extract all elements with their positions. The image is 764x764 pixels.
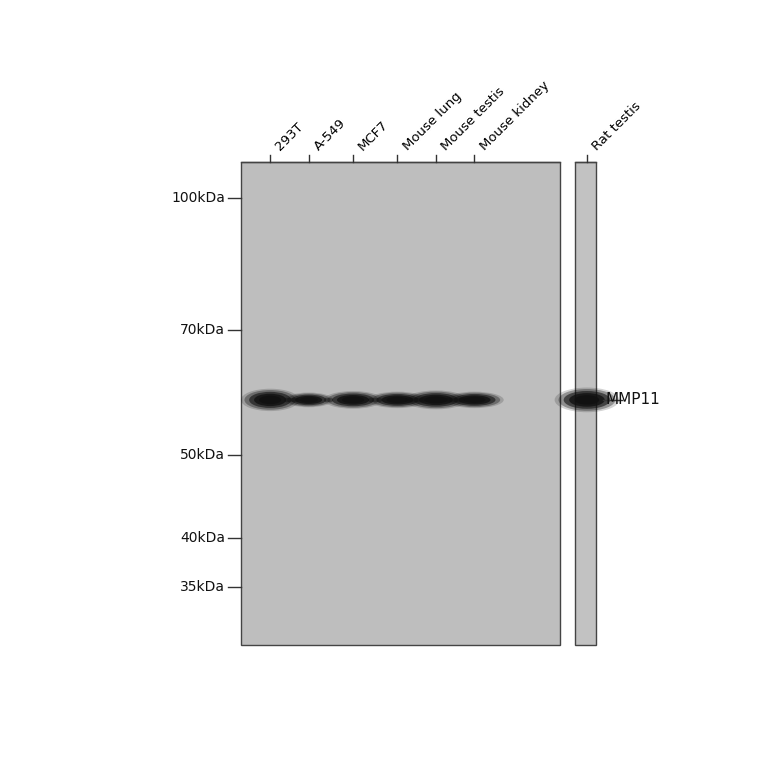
Ellipse shape <box>575 395 599 405</box>
Ellipse shape <box>381 396 413 404</box>
Ellipse shape <box>299 397 318 403</box>
Ellipse shape <box>327 392 379 408</box>
Ellipse shape <box>284 393 333 407</box>
Ellipse shape <box>337 395 369 405</box>
Text: 100kDa: 100kDa <box>171 191 225 205</box>
Ellipse shape <box>342 397 364 403</box>
Text: 40kDa: 40kDa <box>180 531 225 545</box>
Ellipse shape <box>419 395 453 405</box>
Ellipse shape <box>458 396 490 404</box>
Ellipse shape <box>377 394 419 406</box>
Ellipse shape <box>291 395 326 405</box>
Text: Rat testis: Rat testis <box>590 100 643 154</box>
Ellipse shape <box>249 392 291 408</box>
Ellipse shape <box>387 397 409 403</box>
Text: Mouse lung: Mouse lung <box>400 90 464 154</box>
Ellipse shape <box>295 396 322 404</box>
Ellipse shape <box>424 397 448 403</box>
Ellipse shape <box>244 390 296 410</box>
Ellipse shape <box>414 393 458 406</box>
Ellipse shape <box>287 393 330 406</box>
Ellipse shape <box>254 393 286 406</box>
Bar <box>241 162 560 645</box>
Ellipse shape <box>405 390 467 410</box>
Ellipse shape <box>569 393 605 406</box>
Text: A-549: A-549 <box>312 117 348 154</box>
Ellipse shape <box>368 392 427 408</box>
Ellipse shape <box>241 389 299 411</box>
Text: 35kDa: 35kDa <box>180 581 225 594</box>
Ellipse shape <box>555 387 620 413</box>
Text: 293T: 293T <box>274 121 306 154</box>
Ellipse shape <box>445 392 503 408</box>
Ellipse shape <box>448 393 500 407</box>
Text: Mouse kidney: Mouse kidney <box>478 79 552 154</box>
Ellipse shape <box>372 393 423 407</box>
Ellipse shape <box>259 396 281 404</box>
Ellipse shape <box>558 389 615 411</box>
Text: Mouse testis: Mouse testis <box>439 85 507 154</box>
Text: MMP11: MMP11 <box>605 393 660 407</box>
Ellipse shape <box>324 391 382 409</box>
Text: 50kDa: 50kDa <box>180 448 225 462</box>
Ellipse shape <box>463 397 486 403</box>
Text: MCF7: MCF7 <box>356 118 391 154</box>
Ellipse shape <box>409 392 463 408</box>
Ellipse shape <box>332 393 374 406</box>
Text: 70kDa: 70kDa <box>180 323 225 337</box>
Ellipse shape <box>453 394 496 406</box>
Bar <box>575 162 596 645</box>
Ellipse shape <box>564 391 610 409</box>
